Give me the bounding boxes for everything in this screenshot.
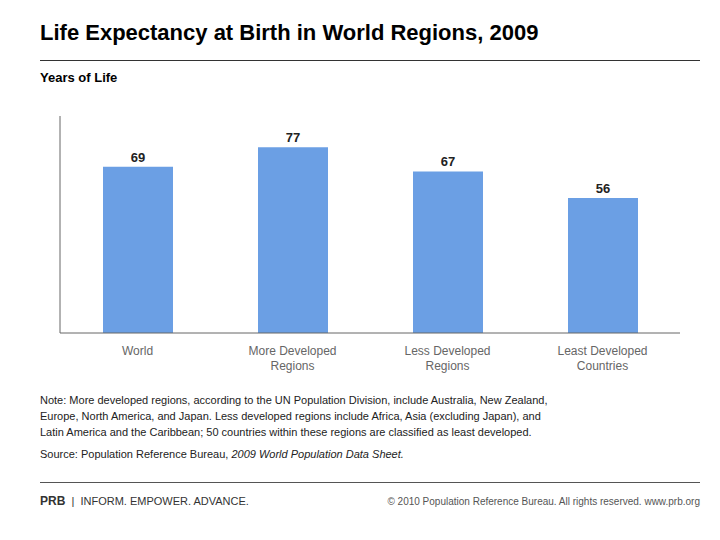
svg-text:Least DevelopedCountries: Least DevelopedCountries xyxy=(557,344,647,373)
html-text:Note: More developed regions,: Note: More developed regions, according … xyxy=(40,394,548,438)
svg-text:World: World xyxy=(122,344,153,358)
html-text:Years of Life: Years of Life xyxy=(40,70,118,85)
html-text:Source: Population Reference B: Source: Population Reference Bureau, 200… xyxy=(40,448,404,460)
svg-text:77: 77 xyxy=(286,130,300,145)
html-text:PRB | INFORM. EMPOWER. ADVANCE: PRB | INFORM. EMPOWER. ADVANCE. xyxy=(40,494,249,508)
html-text:© 2010 Population Reference Bu: © 2010 Population Reference Bureau. All … xyxy=(387,496,700,507)
svg-text:69: 69 xyxy=(131,150,145,165)
html-text:Life Expectancy at Birth in Wo: Life Expectancy at Birth in World Region… xyxy=(40,20,539,45)
svg-text:Less DevelopedRegions: Less DevelopedRegions xyxy=(404,344,490,373)
svg-text:67: 67 xyxy=(441,154,455,169)
svg-text:56: 56 xyxy=(596,181,610,196)
svg-text:More DevelopedRegions: More DevelopedRegions xyxy=(248,344,336,373)
